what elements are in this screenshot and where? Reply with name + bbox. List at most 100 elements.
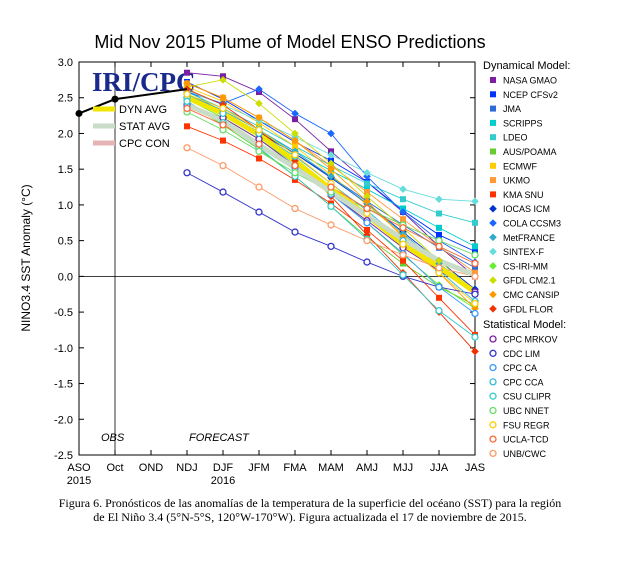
- data-point: [327, 165, 335, 173]
- iri-cpc-logo: IRI/CPC: [92, 67, 196, 97]
- avg-legend-label: DYN AVG: [119, 104, 167, 116]
- legend-marker: [490, 148, 496, 155]
- forecast-label: FORECAST: [189, 432, 250, 444]
- y-tick-label: -0.5: [54, 307, 73, 319]
- y-tick-label: 2.5: [58, 93, 73, 105]
- observed-point: [75, 109, 83, 117]
- data-point: [399, 271, 407, 279]
- legend-marker: [489, 421, 497, 429]
- legend-label: GFDL CM2.1: [503, 276, 556, 286]
- legend-marker: [489, 262, 497, 270]
- legend-marker: [490, 191, 496, 198]
- data-point: [291, 151, 299, 159]
- data-point: [436, 224, 442, 231]
- legend-marker: [489, 363, 497, 372]
- data-point: [363, 236, 371, 245]
- data-point: [292, 116, 298, 123]
- data-point: [435, 242, 443, 251]
- y-axis-label: NINO3.4 SST Anomaly (°C): [19, 184, 33, 331]
- data-point: [436, 210, 442, 217]
- data-point: [327, 172, 335, 181]
- data-point: [471, 299, 479, 308]
- legend-label: LDEO: [503, 133, 528, 143]
- data-point: [471, 259, 479, 268]
- data-point: [472, 243, 478, 250]
- x-tick-label: JFM: [248, 462, 269, 474]
- data-point: [472, 264, 478, 271]
- data-point: [363, 204, 371, 213]
- enso-plume-chart: Mid Nov 2015 Plume of Model ENSO Predict…: [19, 32, 570, 487]
- data-point: [363, 219, 371, 227]
- data-point: [363, 197, 371, 206]
- caption-line-1: Figura 6. Pronósticos de las anomalías d…: [58, 496, 562, 510]
- x-tick-label: ASO: [67, 462, 91, 474]
- legend-marker: [490, 162, 496, 169]
- y-tick-label: -1.5: [54, 379, 73, 391]
- year-label: 2016: [211, 475, 235, 487]
- data-point: [471, 333, 479, 341]
- data-point: [399, 240, 407, 248]
- data-point: [219, 188, 227, 196]
- legend-marker: [490, 77, 496, 83]
- legend-label: CS-IRI-MM: [503, 261, 548, 271]
- legend-label: SINTEX-F: [503, 247, 545, 257]
- data-point: [255, 140, 263, 148]
- y-tick-label: -1.0: [54, 343, 73, 355]
- data-point: [219, 93, 227, 102]
- data-point: [363, 258, 371, 266]
- data-point: [255, 147, 263, 155]
- data-point: [435, 195, 443, 203]
- legend-marker: [490, 134, 496, 141]
- x-tick-label: JJA: [430, 462, 449, 474]
- chart-legend: DYN AVG STAT AVG CPC CON Dynamical Model: NA…: [93, 60, 570, 459]
- data-point: [364, 189, 370, 196]
- legend-label: COLA CCSM3: [503, 219, 561, 229]
- x-tick-label: DJF: [213, 462, 233, 474]
- legend-marker: [490, 91, 496, 98]
- legend-marker: [489, 406, 497, 415]
- legend-marker: [489, 335, 497, 343]
- data-point: [291, 161, 299, 170]
- legend-label: CPC CA: [503, 363, 537, 373]
- y-tick-label: 1.0: [58, 200, 73, 212]
- legend-marker: [490, 177, 496, 184]
- legend-marker: [489, 204, 497, 213]
- y-tick-label: -2.5: [54, 450, 73, 462]
- data-point: [436, 231, 442, 238]
- y-tick-label: -2.0: [54, 414, 73, 426]
- legend-marker: [489, 349, 497, 357]
- data-point: [255, 113, 263, 122]
- year-label: 2015: [67, 475, 91, 487]
- data-point: [255, 99, 263, 108]
- y-tick-label: 0.0: [58, 271, 73, 283]
- legend-label: CMC CANSIP: [503, 290, 560, 300]
- data-point: [363, 192, 371, 201]
- legend-label: FSU REGR: [503, 420, 550, 430]
- data-point: [219, 161, 227, 170]
- x-tick-label: NDJ: [176, 462, 197, 474]
- data-point: [255, 208, 263, 216]
- data-point: [291, 136, 299, 145]
- data-point: [291, 228, 299, 236]
- avg-legend-label: STAT AVG: [119, 121, 170, 133]
- data-point: [183, 144, 191, 152]
- avg-legend-label: CPC CON: [119, 138, 170, 150]
- plot-area: 3.0 2.5 2.0 1.5 1.0 0.5 0.0 -0.5 -1.0 -1.5 -2.0 -2.…: [54, 57, 485, 487]
- data-point: [435, 264, 443, 272]
- x-tick-label: Oct: [106, 462, 123, 474]
- data-point: [363, 231, 371, 239]
- x-tick-label: AMJ: [356, 462, 378, 474]
- data-point: [435, 283, 443, 291]
- data-point: [471, 272, 479, 281]
- legend-label: MetFRANCE: [503, 233, 555, 243]
- data-point: [183, 104, 191, 113]
- legend-label: AUS/POAMA: [503, 147, 557, 157]
- legend-label: IOCAS ICM: [503, 204, 550, 214]
- data-point: [327, 151, 335, 159]
- data-point: [471, 347, 479, 356]
- data-point: [220, 137, 226, 144]
- data-point: [400, 257, 406, 264]
- figure-caption: Figura 6. Pronósticos de las anomalías d…: [20, 496, 600, 524]
- legend-label: UBC NNET: [503, 406, 550, 416]
- data-point: [471, 290, 479, 298]
